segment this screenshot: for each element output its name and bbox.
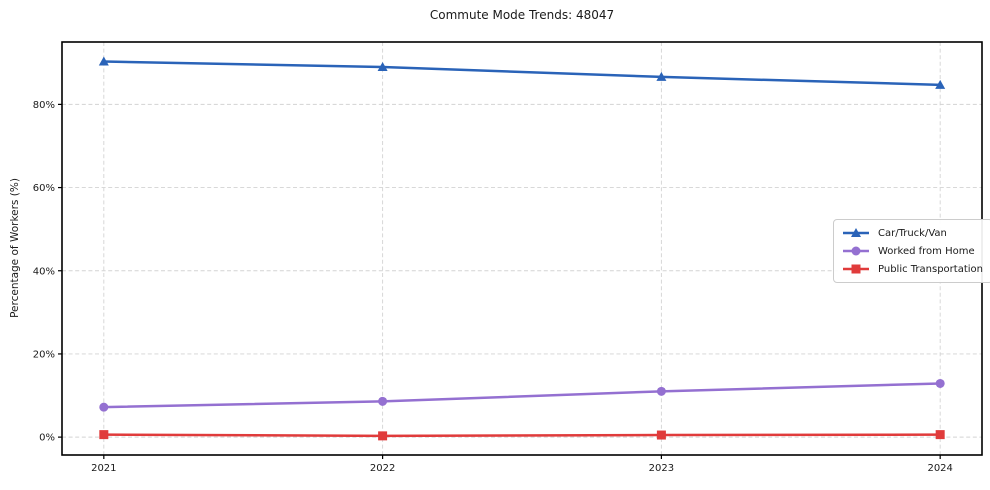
- y-tick-label: 80%: [33, 100, 55, 111]
- data-point-marker: [656, 430, 666, 440]
- series-line-2: [103, 433, 941, 438]
- chart-title: Commute Mode Trends: 48047: [429, 8, 615, 22]
- y-tick-label: 20%: [33, 349, 55, 360]
- legend-item-car-truck-van: Car/Truck/Van: [841, 226, 983, 240]
- x-tick-label: 2024: [927, 463, 952, 474]
- data-point-marker: [377, 61, 388, 71]
- legend-item-public-transportation: Public Transportation: [841, 262, 983, 276]
- legend-sample-marker: [851, 246, 861, 256]
- legend-label-car-truck-van: Car/Truck/Van: [878, 227, 947, 239]
- data-point-marker: [656, 71, 667, 81]
- legend-label-worked-from-home: Worked from Home: [878, 245, 975, 257]
- data-point-marker: [935, 79, 946, 89]
- y-tick-label: 60%: [33, 183, 55, 194]
- x-tick-label: 2022: [370, 463, 395, 474]
- legend-sample-marker: [851, 228, 861, 237]
- legend-sample-marker: [851, 264, 861, 274]
- legend-line-triangle-icon: [843, 228, 869, 237]
- data-point-marker: [98, 56, 109, 66]
- x-tick-label: 2023: [649, 463, 674, 474]
- data-point-marker: [378, 431, 388, 441]
- y-tick-label: 40%: [33, 266, 55, 277]
- data-point-marker: [378, 396, 388, 406]
- x-tick-label: 2021: [91, 463, 116, 474]
- series-line-1: [103, 382, 941, 409]
- legend-item-worked-from-home: Worked from Home: [841, 244, 983, 258]
- legend-line-square-icon: [843, 264, 869, 274]
- legend-label-public-transportation: Public Transportation: [878, 263, 983, 275]
- data-point-marker: [99, 430, 109, 440]
- data-point-marker: [656, 386, 666, 396]
- data-point-marker: [99, 402, 109, 412]
- series-line-0: [103, 60, 941, 87]
- y-tick-label: 0%: [39, 433, 55, 444]
- legend: Car/Truck/Van Worked from Home Public Tr…: [833, 219, 990, 283]
- data-point-marker: [935, 378, 945, 388]
- data-point-marker: [935, 430, 945, 440]
- legend-line-circle-icon: [843, 246, 869, 256]
